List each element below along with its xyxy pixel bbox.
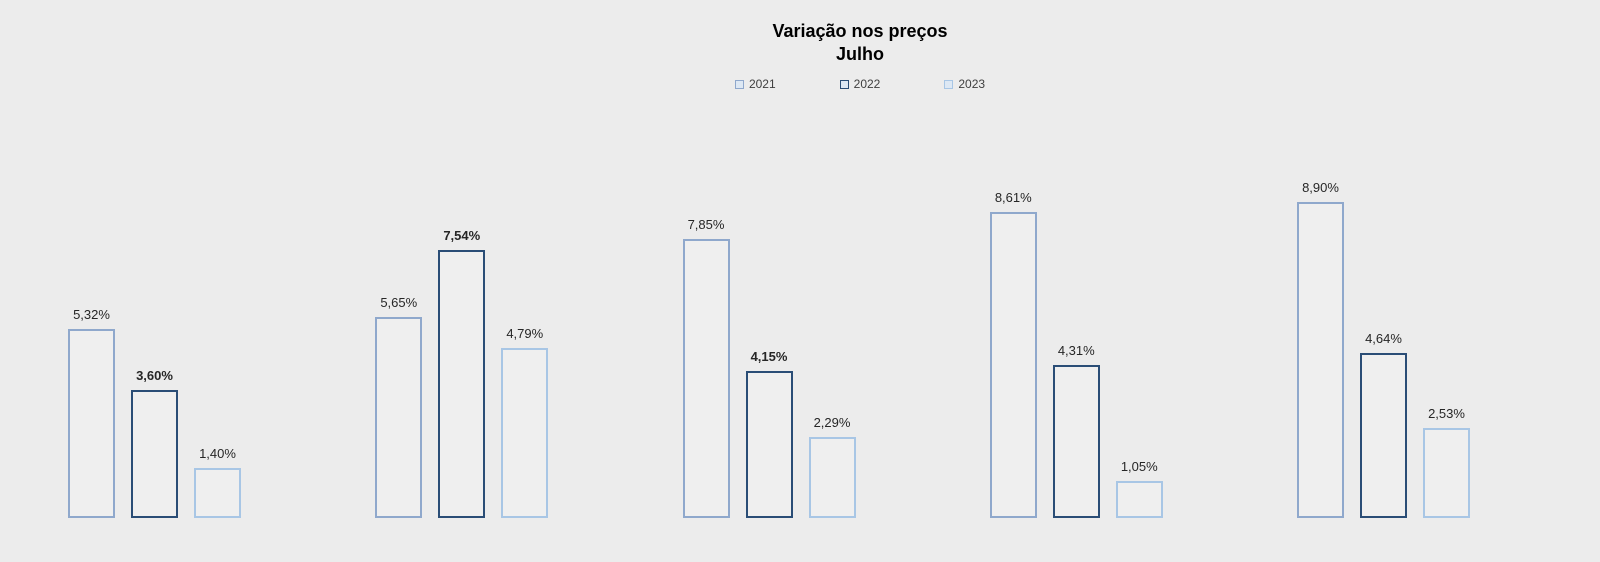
bar-2023	[501, 347, 549, 518]
bar-value-label: 4,79%	[506, 325, 544, 341]
legend-marker-icon	[944, 79, 954, 89]
bar-wrap-2022: 7,54%	[438, 228, 486, 518]
bar-value-label: 8,90%	[1302, 180, 1339, 196]
bar-2022	[438, 250, 486, 518]
bar-value-label: 7,54%	[443, 228, 481, 244]
legend-marker-icon	[839, 79, 849, 89]
bar-wrap-2023: 2,53%	[1423, 406, 1470, 518]
bar-group-4: 8,61% 4,31% 1,05%	[989, 190, 1163, 518]
bar-2021	[989, 212, 1037, 518]
bar-wrap-2022: 3,60%	[131, 368, 178, 518]
bar-group-1: 5,32% 3,60% 1,40%	[68, 307, 241, 518]
bar-2021	[682, 239, 730, 518]
legend: 2021 2022 2023	[60, 77, 1600, 91]
bar-2023	[1115, 480, 1163, 518]
bar-value-label: 4,15%	[750, 348, 788, 364]
bar-wrap-2021: 5,32%	[68, 307, 115, 518]
chart-subtitle: Julho	[836, 44, 884, 64]
bar-2022	[745, 370, 793, 518]
bar-2021	[1297, 202, 1344, 518]
bar-value-label: 5,32%	[73, 307, 110, 323]
bar-wrap-2022: 4,31%	[1052, 343, 1100, 518]
bar-value-label: 4,64%	[1365, 331, 1402, 347]
bar-value-label: 2,29%	[813, 414, 851, 430]
bar-value-label: 3,60%	[136, 368, 173, 384]
bar-2023	[194, 468, 241, 518]
bar-value-label: 8,61%	[994, 190, 1032, 206]
bar-wrap-2023: 4,79%	[501, 325, 549, 518]
legend-label: 2022	[853, 77, 881, 91]
legend-label: 2021	[748, 77, 776, 91]
bar-wrap-2021: 8,61%	[989, 190, 1037, 518]
chart-header: Variação nos preços Julho 2021 2022 2023	[60, 20, 1600, 91]
bar-group-3: 7,85% 4,15% 2,29%	[682, 217, 856, 518]
legend-item-2023: 2023	[944, 77, 985, 91]
bar-2023	[808, 436, 856, 518]
bar-wrap-2022: 4,64%	[1360, 331, 1407, 518]
plot-area: 5,32% 3,60% 1,40% 5,65% 7,54% 4,79% 7,85% 4,15%…	[68, 110, 1470, 518]
bar-value-label: 7,85%	[687, 217, 725, 233]
legend-item-2021: 2021	[734, 77, 776, 91]
bar-value-label: 1,40%	[199, 446, 236, 462]
bar-wrap-2021: 7,85%	[682, 217, 730, 518]
bar-2023	[1423, 428, 1470, 518]
bar-wrap-2021: 5,65%	[375, 295, 423, 518]
bar-wrap-2023: 2,29%	[808, 414, 856, 518]
bar-wrap-2023: 1,05%	[1115, 458, 1163, 518]
bar-value-label: 1,05%	[1120, 458, 1158, 474]
legend-marker-icon	[734, 79, 744, 89]
bar-value-label: 5,65%	[380, 295, 418, 311]
bar-2022	[131, 390, 178, 518]
legend-item-2022: 2022	[839, 77, 881, 91]
chart-title: Variação nos preços	[772, 21, 948, 41]
bar-value-label: 4,31%	[1057, 343, 1095, 358]
bar-2022	[1360, 353, 1407, 518]
bar-wrap-2022: 4,15%	[745, 348, 793, 518]
bar-group-2: 5,65% 7,54% 4,79%	[375, 228, 549, 518]
bar-wrap-2021: 8,90%	[1297, 180, 1344, 518]
legend-label: 2023	[958, 77, 986, 91]
bar-2021	[68, 329, 115, 518]
bar-2022	[1052, 365, 1100, 518]
bar-2021	[375, 317, 423, 518]
bar-value-label: 2,53%	[1428, 406, 1465, 422]
bar-wrap-2023: 1,40%	[194, 446, 241, 518]
bar-group-5: 8,90% 4,64% 2,53%	[1297, 180, 1470, 518]
